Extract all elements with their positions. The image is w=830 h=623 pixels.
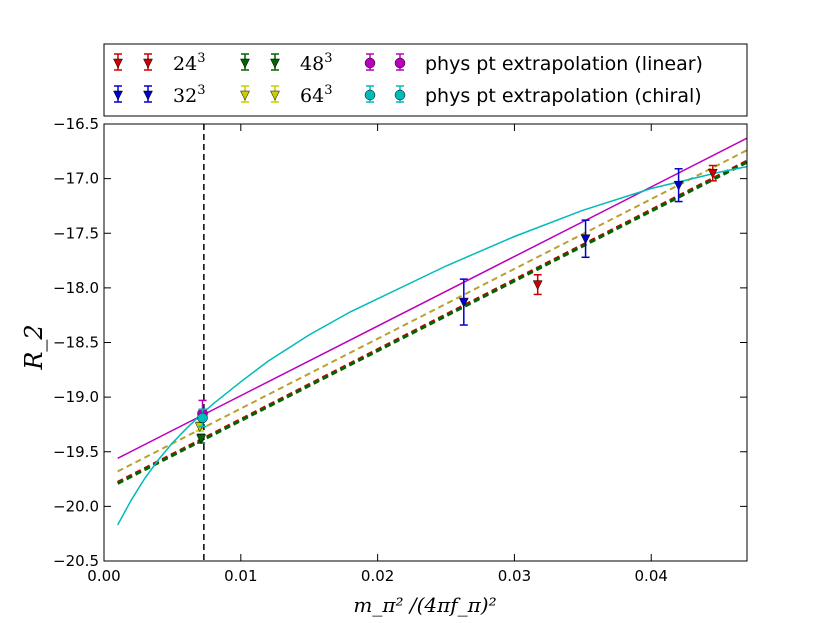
x-tick-label: 0.04 [635, 567, 668, 585]
y-tick-label: −19.0 [53, 388, 99, 406]
legend-label: 323 [173, 83, 205, 107]
legend-entry: 243 [113, 51, 205, 75]
legend-frame [103, 43, 748, 117]
fit-line [117, 149, 747, 473]
x-tick-label: 0.01 [224, 567, 257, 585]
legend-label: phys pt extrapolation (linear) [425, 53, 703, 75]
legend-label: phys pt extrapolation (chiral) [425, 85, 702, 107]
x-tick-label: 0.00 [87, 567, 120, 585]
y-tick-label: −19.5 [53, 443, 99, 461]
fit-line [117, 160, 747, 485]
data-point [580, 234, 591, 245]
legend-marker [240, 58, 250, 69]
y-tick-label: −20.0 [53, 497, 99, 515]
y-tick-label: −18.0 [53, 279, 99, 297]
legend-marker [113, 90, 123, 101]
x-axis-title-text: m_π² /(4πf_π)² [353, 593, 496, 617]
legend: 243 323 483 643 phys pt extrapolation (linea… [103, 43, 748, 117]
x-axis-title: m_π² /(4πf_π)² [353, 593, 496, 617]
data-point [197, 412, 208, 424]
legend-entry: 643 [240, 83, 332, 107]
y-axis-title-text: R_2 [20, 324, 48, 370]
legend-entry: phys pt extrapolation (chiral) [364, 85, 702, 107]
y-axis-title: R_2 [20, 324, 48, 370]
legend-marker [270, 58, 280, 69]
legend-marker [364, 89, 376, 101]
legend-marker [364, 57, 376, 69]
legend-marker [113, 58, 123, 69]
legend-entry: 323 [113, 83, 205, 107]
legend-entry: 483 [240, 51, 332, 75]
data-point [196, 434, 207, 445]
legend-marker [394, 57, 406, 69]
legend-label: 643 [300, 83, 332, 107]
x-tick-label: 0.03 [498, 567, 531, 585]
legend-entry: phys pt extrapolation (linear) [364, 53, 703, 75]
data-points [194, 164, 718, 445]
plot-background [104, 124, 747, 561]
data-point [458, 297, 469, 308]
legend-marker [270, 90, 280, 101]
y-axis: −20.5 −20.0 −19.5 −19.0 −18.5 −18.0 −17.5 −17.0… [53, 115, 747, 570]
legend-label: 243 [173, 51, 205, 75]
legend-marker [143, 90, 153, 101]
y-tick-label: −18.5 [53, 334, 99, 352]
data-point [532, 280, 543, 291]
y-tick-label: −20.5 [53, 552, 99, 570]
y-tick-label: −17.5 [53, 224, 99, 242]
legend-marker [394, 89, 406, 101]
legend-marker [240, 90, 250, 101]
legend-marker [143, 58, 153, 69]
fit-lines [117, 137, 747, 526]
y-tick-label: −16.5 [53, 115, 99, 133]
data-point [673, 180, 684, 191]
data-point [707, 168, 718, 179]
x-axis: 0.00 0.01 0.02 0.03 0.04 [87, 124, 668, 585]
fit-line [117, 165, 747, 526]
legend-label: 483 [300, 51, 332, 75]
y-tick-label: −17.0 [53, 170, 99, 188]
x-tick-label: 0.02 [361, 567, 394, 585]
